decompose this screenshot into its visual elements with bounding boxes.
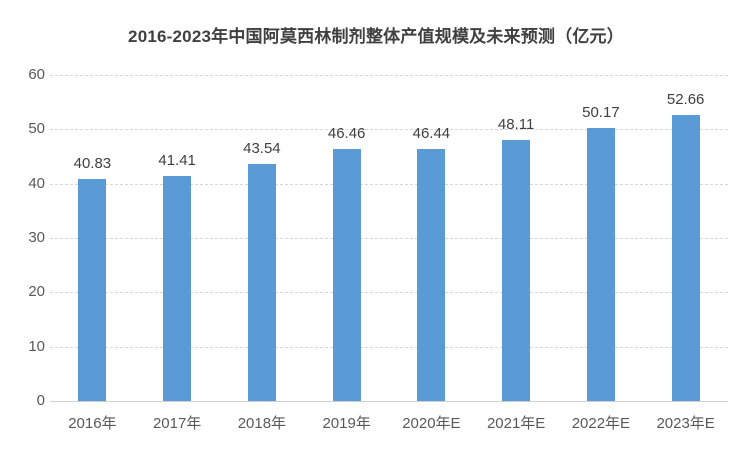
x-tick-label: 2022年E <box>571 415 631 432</box>
chart-title: 2016-2023年中国阿莫西林制剂整体产值规模及未来预测（亿元） <box>128 27 624 46</box>
bar-2018年 <box>247 164 276 401</box>
gridline <box>50 346 728 348</box>
bar-2022年E <box>586 128 615 401</box>
bar-2017年 <box>163 176 192 401</box>
y-tick-label: 20 <box>28 283 45 301</box>
gridline <box>50 292 728 294</box>
gridline <box>50 75 728 76</box>
bar-value-label: 46.44 <box>412 124 451 142</box>
bar-value-label: 43.54 <box>243 140 281 158</box>
gridline <box>50 183 728 185</box>
bar-2020年E <box>417 148 446 401</box>
x-tick-label: 2020年E <box>402 415 461 432</box>
y-tick-label: 10 <box>28 337 45 355</box>
x-axis-line <box>50 401 728 402</box>
bar-2016年 <box>78 179 107 401</box>
y-tick-label: 40 <box>28 174 45 192</box>
bar-value-label: 46.46 <box>327 124 366 142</box>
y-tick-label: 60 <box>28 66 45 83</box>
x-tick-label: 2017年 <box>152 415 202 432</box>
gridline <box>50 238 728 239</box>
x-tick-label: 2019年 <box>322 415 371 432</box>
y-tick-label: 50 <box>28 120 45 138</box>
bar-2021年E <box>502 139 531 401</box>
bar-value-label: 41.41 <box>158 152 196 170</box>
bar-value-label: 50.17 <box>582 104 620 122</box>
x-tick-label: 2021年E <box>486 415 546 432</box>
gridline <box>50 129 728 131</box>
plot-area: 40.83 41.41 43.54 46.46 46.44 48.11 50.17 52.66 <box>50 75 728 402</box>
bar-2019年 <box>332 148 361 401</box>
x-tick-label: 2018年 <box>237 415 287 432</box>
y-tick-label: 30 <box>28 229 45 246</box>
bar-value-label: 40.83 <box>73 155 112 173</box>
bar-2023年E <box>671 114 700 401</box>
bar-value-label: 52.66 <box>666 90 705 108</box>
bar-value-label: 48.11 <box>497 115 535 133</box>
x-tick-label: 2016年 <box>68 415 117 432</box>
x-tick-label: 2023年E <box>656 415 715 432</box>
y-tick-label: 0 <box>36 392 45 409</box>
